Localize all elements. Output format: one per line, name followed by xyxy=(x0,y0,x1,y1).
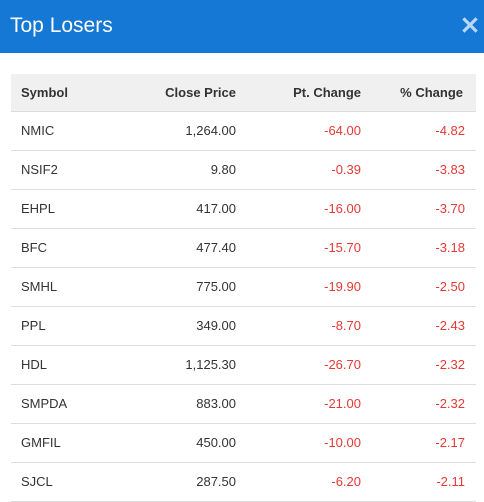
cell-pct-change: -2.17 xyxy=(435,435,465,450)
cell-symbol[interactable]: NMIC xyxy=(21,123,55,138)
cell-symbol[interactable]: NSIF2 xyxy=(21,162,58,177)
cell-pct-change: -4.82 xyxy=(435,123,465,138)
cell-symbol[interactable]: BFC xyxy=(21,240,47,255)
cell-symbol[interactable]: SMPDA xyxy=(21,396,68,411)
cell-pt-change: -19.90 xyxy=(324,279,361,294)
table-row[interactable]: EHPL 417.00 -16.00 -3.70 xyxy=(11,189,476,228)
cell-pct-change: -2.43 xyxy=(435,318,465,333)
cell-close-price: 287.50 xyxy=(196,474,236,489)
modal-title: Top Losers xyxy=(10,14,113,37)
column-header-pct-change[interactable]: % Change xyxy=(400,84,463,100)
cell-symbol[interactable]: PPL xyxy=(21,318,46,333)
cell-pct-change: -2.32 xyxy=(435,396,465,411)
cell-symbol[interactable]: SMHL xyxy=(21,279,58,294)
table-row[interactable]: HDL 1,125.30 -26.70 -2.32 xyxy=(11,345,476,384)
table-row[interactable]: PPL 349.00 -8.70 -2.43 xyxy=(11,306,476,345)
column-header-close-price[interactable]: Close Price xyxy=(165,84,236,100)
cell-pct-change: -2.32 xyxy=(435,357,465,372)
cell-pt-change: -64.00 xyxy=(324,123,361,138)
cell-pct-change: -3.70 xyxy=(435,201,465,216)
cell-pct-change: -2.50 xyxy=(435,279,465,294)
table-row[interactable]: BFC 477.40 -15.70 -3.18 xyxy=(11,228,476,267)
cell-close-price: 1,125.30 xyxy=(185,357,236,372)
cell-symbol[interactable]: EHPL xyxy=(21,201,55,216)
column-header-symbol[interactable]: Symbol xyxy=(21,84,68,100)
cell-pt-change: -15.70 xyxy=(324,240,361,255)
cell-pct-change: -2.11 xyxy=(436,474,465,489)
top-losers-table-container: Symbol Close Price Pt. Change % Change N… xyxy=(11,74,476,502)
table-row[interactable]: NMIC 1,264.00 -64.00 -4.82 xyxy=(11,111,476,150)
modal-header: Top Losers xyxy=(0,0,484,53)
cell-close-price: 477.40 xyxy=(196,240,236,255)
cell-symbol[interactable]: GMFIL xyxy=(21,435,61,450)
close-button[interactable] xyxy=(462,17,478,33)
cell-pct-change: -3.18 xyxy=(435,240,465,255)
table-row[interactable]: SJCL 287.50 -6.20 -2.11 xyxy=(11,462,476,501)
cell-pt-change: -26.70 xyxy=(324,357,361,372)
table-body: NMIC 1,264.00 -64.00 -4.82 NSIF2 9.80 -0.39 -3.… xyxy=(11,111,476,501)
cell-close-price: 450.00 xyxy=(196,435,236,450)
table-header-row: Symbol Close Price Pt. Change % Change xyxy=(11,74,476,111)
cell-close-price: 1,264.00 xyxy=(185,123,236,138)
table-row[interactable]: GMFIL 450.00 -10.00 -2.17 xyxy=(11,423,476,462)
cell-close-price: 9.80 xyxy=(210,162,236,177)
cell-pt-change: -10.00 xyxy=(324,435,361,450)
cell-symbol[interactable]: SJCL xyxy=(21,474,53,489)
cell-close-price: 883.00 xyxy=(196,396,236,411)
cell-pt-change: -21.00 xyxy=(324,396,361,411)
top-losers-table: Symbol Close Price Pt. Change % Change N… xyxy=(11,74,476,502)
table-row[interactable]: SMHL 775.00 -19.90 -2.50 xyxy=(11,267,476,306)
cell-close-price: 417.00 xyxy=(196,201,236,216)
cell-pt-change: -16.00 xyxy=(324,201,361,216)
cell-pt-change: -6.20 xyxy=(331,474,361,489)
cell-pt-change: -0.39 xyxy=(331,162,361,177)
cell-close-price: 775.00 xyxy=(196,279,236,294)
table-row[interactable]: NSIF2 9.80 -0.39 -3.83 xyxy=(11,150,476,189)
table-header: Symbol Close Price Pt. Change % Change xyxy=(11,74,476,111)
column-header-pt-change[interactable]: Pt. Change xyxy=(293,84,361,100)
cell-symbol[interactable]: HDL xyxy=(21,357,48,372)
cell-pt-change: -8.70 xyxy=(331,318,361,333)
cell-pct-change: -3.83 xyxy=(435,162,465,177)
table-row[interactable]: SMPDA 883.00 -21.00 -2.32 xyxy=(11,384,476,423)
close-icon xyxy=(462,17,478,33)
cell-close-price: 349.00 xyxy=(196,318,236,333)
